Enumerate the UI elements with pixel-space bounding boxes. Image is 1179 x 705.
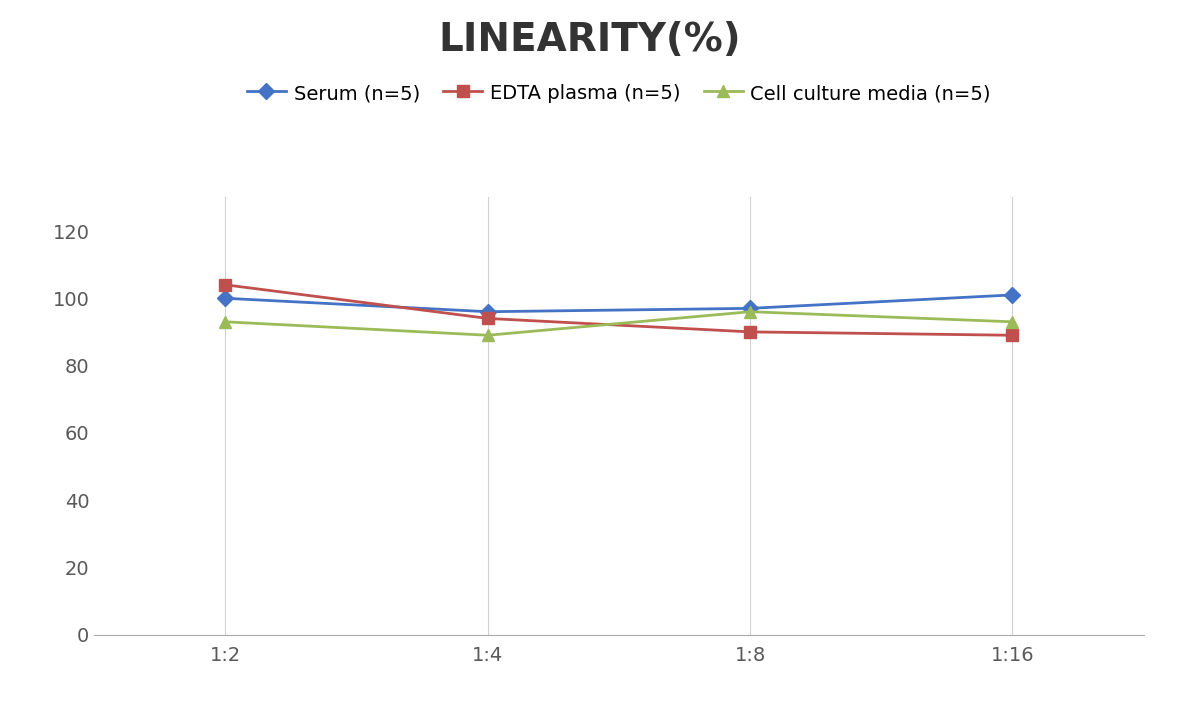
EDTA plasma (n=5) bbox=[1006, 331, 1020, 340]
Serum (n=5) bbox=[743, 304, 757, 312]
EDTA plasma (n=5) bbox=[218, 281, 232, 289]
Legend: Serum (n=5), EDTA plasma (n=5), Cell culture media (n=5): Serum (n=5), EDTA plasma (n=5), Cell cul… bbox=[239, 76, 999, 111]
EDTA plasma (n=5) bbox=[481, 314, 495, 323]
Line: EDTA plasma (n=5): EDTA plasma (n=5) bbox=[220, 279, 1017, 341]
Serum (n=5) bbox=[218, 294, 232, 302]
Cell culture media (n=5) bbox=[743, 307, 757, 316]
Text: LINEARITY(%): LINEARITY(%) bbox=[439, 21, 740, 59]
Serum (n=5) bbox=[1006, 290, 1020, 299]
Serum (n=5) bbox=[481, 307, 495, 316]
Line: Cell culture media (n=5): Cell culture media (n=5) bbox=[220, 306, 1017, 341]
EDTA plasma (n=5) bbox=[743, 328, 757, 336]
Cell culture media (n=5) bbox=[1006, 317, 1020, 326]
Line: Serum (n=5): Serum (n=5) bbox=[220, 289, 1017, 317]
Cell culture media (n=5) bbox=[481, 331, 495, 340]
Cell culture media (n=5) bbox=[218, 317, 232, 326]
